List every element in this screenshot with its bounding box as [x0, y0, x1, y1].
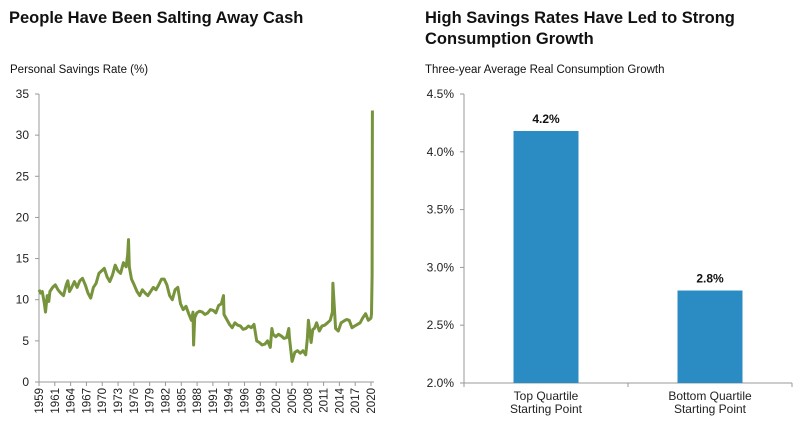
- bar-category-label: Starting Point: [510, 402, 583, 416]
- left-y-tick-label: 0: [22, 375, 29, 389]
- left-x-tick-label: 2005: [287, 388, 299, 414]
- right-y-tick-label: 4.0%: [427, 145, 455, 159]
- left-x-tick-label: 1967: [81, 388, 93, 414]
- left-x-tick-label: 2011: [319, 388, 331, 413]
- right-y-tick-label: 2.5%: [427, 318, 455, 332]
- left-y-tick-label: 35: [16, 87, 30, 101]
- bar: [677, 290, 743, 383]
- left-y-tick-label: 25: [16, 169, 30, 183]
- bar-category-label: Starting Point: [674, 402, 747, 416]
- left-x-tick-label: 1999: [255, 388, 267, 414]
- left-x-tick-label: 1973: [113, 388, 125, 414]
- right-chart-title: High Savings Rates Have Led to Strong Co…: [425, 9, 735, 48]
- right-y-tick-label: 4.5%: [427, 87, 455, 101]
- left-y-tick-label: 5: [22, 334, 29, 348]
- right-y-tick-label: 3.0%: [427, 260, 455, 274]
- left-y-tick-label: 20: [16, 210, 30, 224]
- left-x-tick-label: 1994: [224, 387, 236, 413]
- bar-data-label: 2.8%: [696, 272, 724, 286]
- left-x-tick-label: 1985: [176, 388, 188, 414]
- left-x-tick-label: 1964: [66, 387, 78, 413]
- left-x-tick-label: 1996: [240, 388, 252, 414]
- right-y-tick-label: 2.0%: [427, 376, 455, 390]
- left-x-tick-label: 2020: [366, 388, 378, 414]
- bar-category-label: Top Quartile: [514, 389, 579, 403]
- left-y-tick-label: 15: [16, 252, 30, 266]
- left-chart-ylabel: Personal Savings Rate (%): [10, 64, 149, 76]
- right-chart-ylabel: Three-year Average Real Consumption Grow…: [425, 64, 665, 76]
- bar: [513, 130, 579, 383]
- left-y-tick-label: 30: [16, 128, 30, 142]
- left-x-tick-label: 1991: [208, 388, 220, 414]
- bar-data-label: 4.2%: [532, 112, 560, 126]
- left-x-tick-label: 1988: [192, 388, 204, 414]
- left-x-tick-label: 2008: [303, 388, 315, 414]
- left-x-tick-label: 2017: [350, 388, 362, 414]
- savings-rate-line: [37, 110, 374, 363]
- left-x-tick-label: 1959: [34, 388, 46, 414]
- left-x-tick-label: 2002: [271, 388, 283, 414]
- left-x-tick-label: 1976: [129, 388, 141, 414]
- left-x-tick-label: 1970: [97, 388, 109, 414]
- left-y-tick-label: 10: [16, 293, 30, 307]
- left-x-tick-label: 1982: [160, 388, 172, 414]
- left-x-tick-label: 1979: [145, 388, 157, 414]
- left-x-tick-label: 1961: [50, 388, 62, 414]
- right-y-tick-label: 3.5%: [427, 203, 455, 217]
- bar-category-label: Bottom Quartile: [668, 389, 752, 403]
- left-x-tick-label: 2014: [334, 387, 346, 413]
- left-chart-title: People Have Been Salting Away Cash: [9, 9, 304, 27]
